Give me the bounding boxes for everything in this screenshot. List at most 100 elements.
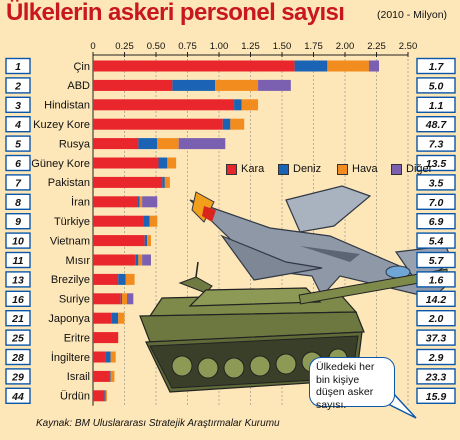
category-label: Pakistan <box>48 177 90 189</box>
category-label: ABD <box>67 80 90 92</box>
bar-deniz <box>158 157 168 169</box>
rank-box <box>5 232 31 249</box>
category-label: İngiltere <box>51 351 90 364</box>
per-thousand-box <box>416 96 456 114</box>
category-label: İran <box>71 196 90 209</box>
per-thousand-label: 6.9 <box>429 216 444 228</box>
bar-kara <box>93 118 223 130</box>
bar-deniz <box>105 351 111 363</box>
bar-kara <box>93 60 295 72</box>
legend-label: Hava <box>352 163 378 175</box>
per-thousand-box <box>416 57 456 75</box>
rank-box <box>5 115 31 133</box>
rank-label: 3 <box>15 100 21 112</box>
per-thousand-box <box>416 310 456 327</box>
bar-hava <box>125 273 135 285</box>
per-thousand-label: 2.9 <box>428 352 444 364</box>
per-thousand-callout: Ülkedeki her bin kişiye düşen asker sayı… <box>309 357 395 411</box>
bar-kara <box>93 99 235 111</box>
per-thousand-label: 48.7 <box>425 119 448 131</box>
bar-deniz <box>138 138 158 150</box>
per-thousand-box <box>416 329 456 346</box>
bar-deniz <box>111 312 119 324</box>
category-label: Vietnam <box>50 235 90 247</box>
bar-diğer <box>127 293 134 305</box>
legend-swatch <box>337 163 348 175</box>
per-thousand-label: 23.3 <box>425 371 447 383</box>
category-label: Israil <box>67 371 90 383</box>
rank-box <box>5 329 31 346</box>
category-label: Rusya <box>59 138 91 150</box>
bar-hava <box>167 157 177 169</box>
bar-deniz <box>294 60 328 72</box>
rank-box <box>5 154 31 172</box>
bars-layer <box>93 60 380 402</box>
bar-hava <box>147 235 151 247</box>
rank-label: 13 <box>12 274 24 286</box>
legend-item-hava: Hava <box>337 163 378 175</box>
x-tick-label: 0 <box>90 41 95 52</box>
rank-label: 8 <box>15 197 21 209</box>
bar-deniz <box>143 215 150 227</box>
bar-diğer <box>142 254 151 266</box>
category-label: Kuzey Kore <box>33 119 90 131</box>
rank-box <box>5 348 31 366</box>
per-thousand-box <box>416 348 456 366</box>
x-tick-label: 0.75 <box>178 41 197 52</box>
per-thousand-box <box>416 77 456 94</box>
per-thousand-box <box>416 290 456 307</box>
bar-deniz <box>222 118 231 130</box>
bar-hava <box>215 79 259 91</box>
per-thousand-box <box>416 387 456 404</box>
x-tick-label: 2.50 <box>399 41 418 52</box>
bar-kara <box>93 79 173 91</box>
bar-hava <box>138 254 143 266</box>
category-label: Türkiye <box>54 216 90 228</box>
rank-label: 5 <box>15 139 21 151</box>
rank-box <box>5 368 31 385</box>
bar-deniz <box>234 99 242 111</box>
category-label: Brezilye <box>51 274 90 286</box>
bar-deniz <box>135 254 139 266</box>
x-tick-label: 1.50 <box>273 41 292 52</box>
per-thousand-box <box>416 174 456 191</box>
bar-kara <box>93 273 119 285</box>
category-label: Mısır <box>66 255 91 267</box>
per-thousand-box <box>416 135 456 152</box>
per-thousand-label: 1.6 <box>429 274 444 286</box>
rank-label: 6 <box>15 158 21 170</box>
legend-label: Deniz <box>293 163 322 175</box>
rank-label: 44 <box>11 391 24 403</box>
bar-hava <box>121 293 128 305</box>
legend-label: Diğer <box>406 163 433 175</box>
rank-box <box>5 310 31 327</box>
category-label: Çin <box>73 61 90 73</box>
per-thousand-label: 2.0 <box>428 313 444 325</box>
bar-hava <box>164 176 170 188</box>
x-tick-label: 2.25 <box>367 41 386 52</box>
bar-deniz <box>137 196 140 208</box>
rank-label: 7 <box>15 177 22 189</box>
bar-hava <box>110 370 115 382</box>
legend-swatch <box>391 163 402 175</box>
per-thousand-box <box>416 232 456 249</box>
rank-label: 28 <box>11 352 24 364</box>
bar-kara <box>93 332 119 344</box>
bar-diğer <box>368 60 380 72</box>
rank-box <box>5 135 31 152</box>
bar-kara <box>93 157 159 169</box>
bar-hava <box>327 60 369 72</box>
rank-label: 2 <box>14 80 21 92</box>
frame-layer <box>5 57 456 419</box>
bar-kara <box>93 196 138 208</box>
category-label: Eritre <box>64 332 90 344</box>
per-thousand-label: 14.2 <box>426 294 447 306</box>
x-tick-label: 1.25 <box>241 41 260 52</box>
chart-legend: Kara Deniz Hava Diğer <box>226 161 456 183</box>
per-thousand-label: 7.3 <box>429 139 444 151</box>
per-thousand-box <box>416 193 456 211</box>
x-tick-label: 0.25 <box>115 41 134 52</box>
rank-box <box>5 212 31 230</box>
labels-layer: 0 0.25 0.50 0.75 1.00 1.25 1.50 1.75 2.00 2.25 2.5… <box>11 41 447 403</box>
